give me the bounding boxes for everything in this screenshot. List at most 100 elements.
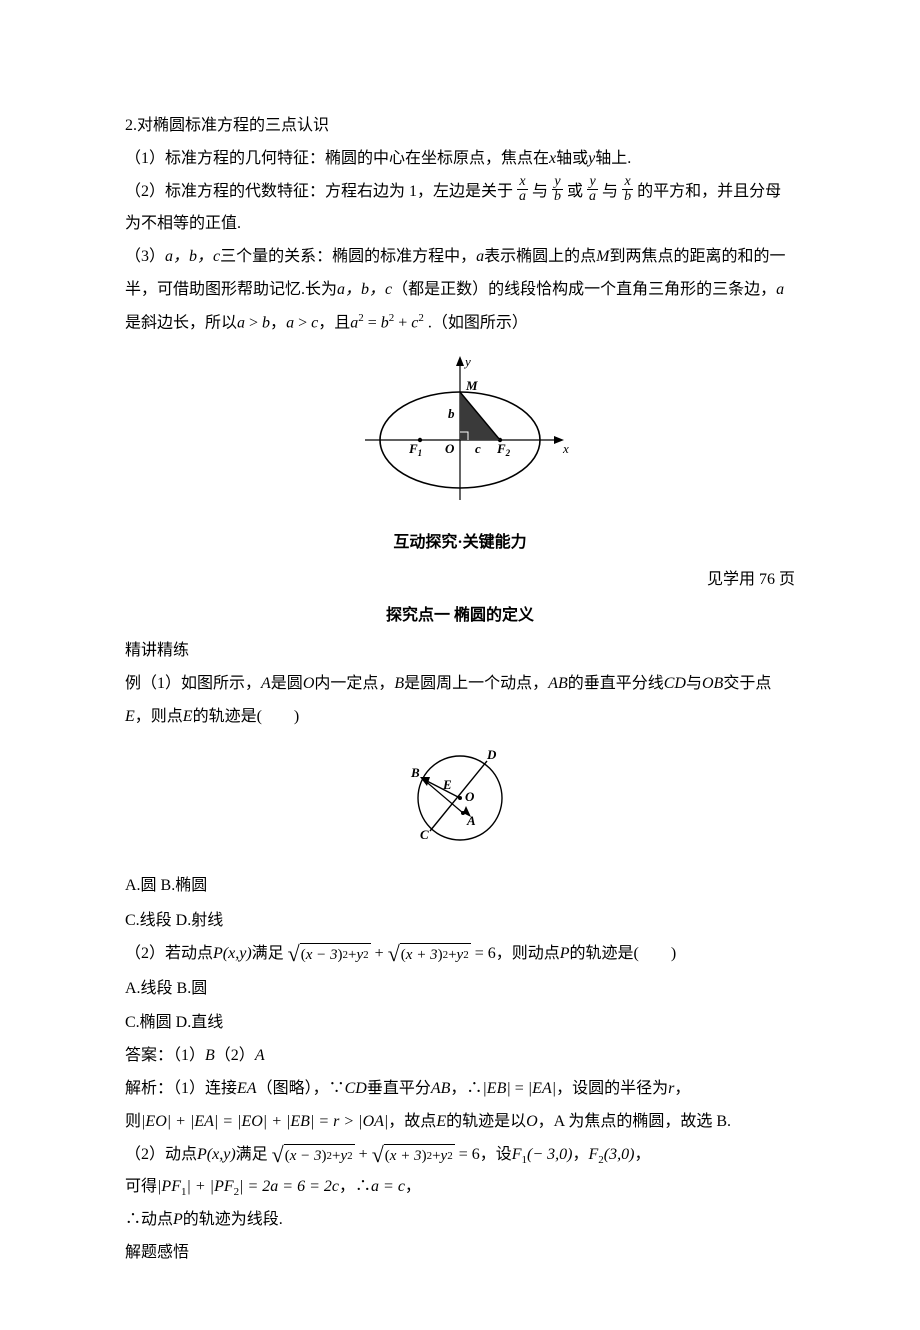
ineq2-l: a <box>286 314 294 331</box>
ex-E2: E <box>183 708 193 725</box>
p3-comma1: ， <box>270 314 286 331</box>
ex-B: B <box>394 675 404 692</box>
explain-1-line2: 则|EO| + |EA| = |EO| + |EB| = r > |OA|，故点… <box>125 1106 795 1139</box>
expl2-mid: 满足 <box>236 1146 268 1163</box>
ex-6: 交于点 <box>723 675 771 692</box>
opts1-row1: A.圆 B.椭圆 <box>125 870 795 903</box>
ex2-pre: （2）若动点 <box>125 945 213 962</box>
expl2-P: P <box>197 1146 207 1163</box>
frac-den: b <box>622 190 633 204</box>
explain-1-line1: 解析：（1）连接EA（图略），∵CD垂直平分AB，∴|EB| = |EA|，设圆… <box>125 1073 795 1106</box>
explain-2-line2: 可得|PF1| + |PF2| = 2a = 6 = 2c，∴a = c， <box>125 1171 795 1204</box>
ex-O: O <box>303 675 315 692</box>
ex-3: 是圆周上一个动点， <box>404 675 548 692</box>
opts2-row1: A.线段 B.圆 <box>125 973 795 1006</box>
lbl-O: O <box>445 441 455 456</box>
expl-5: ， <box>674 1080 690 1097</box>
frac-x-b: xb <box>622 175 633 204</box>
page-ref: 见学用 76 页 <box>125 564 795 597</box>
ans-1: B <box>205 1047 215 1064</box>
expl3-m1: | + |PF <box>186 1178 233 1195</box>
reflection-label: 解题感悟 <box>125 1237 795 1270</box>
frac-num: x <box>622 175 633 190</box>
expl-label: 解析：（1）连接 <box>125 1080 237 1097</box>
expl2-F2: F <box>589 1146 599 1163</box>
lbl-E: E <box>442 777 452 792</box>
opts2-a: A.线段 B.圆 <box>125 980 207 997</box>
lbl-D: D <box>486 747 497 762</box>
lecture-label: 精讲精练 <box>125 635 795 668</box>
opts2-c: C.椭圆 D.直线 <box>125 1014 223 1031</box>
expl-l2-post2: ，A 为焦点的椭圆，故选 B. <box>538 1113 731 1130</box>
lbl-C: C <box>420 827 429 842</box>
expl-sum1: |EO| + |EA| = |EO| + |EB| = r > |OA| <box>141 1113 388 1130</box>
opts1-row2: C.线段 D.射线 <box>125 905 795 938</box>
concl-pre: ∴动点 <box>125 1211 173 1228</box>
figure-ellipse: y x M a b O c F1 F2 <box>125 350 795 523</box>
expl2-comma: ， <box>572 1146 588 1163</box>
expl-1: （图略），∵ <box>257 1080 345 1097</box>
ex-5: 与 <box>686 675 702 692</box>
p1-pre: （1）标准方程的几何特征：椭圆的中心在坐标原点，焦点在 <box>125 150 549 167</box>
expl-l2-mid: ，故点 <box>388 1113 436 1130</box>
p3-abc: a，b，c <box>165 248 220 265</box>
lbl-a: a <box>486 401 493 416</box>
ex-1: 是圆 <box>271 675 303 692</box>
heading-2: 2.对椭圆标准方程的三点认识 <box>125 110 795 143</box>
expl3-end: ， <box>405 1178 421 1195</box>
p3-abc2: a，b，c <box>337 281 392 298</box>
ex-AB: AB <box>548 675 568 692</box>
topic-title-text: 探究点一 椭圆的定义 <box>386 607 534 624</box>
frac-x-a: xa <box>517 175 528 204</box>
ex-pre: 例（1）如图所示， <box>125 675 261 692</box>
expl2-F2c: (3,0) <box>604 1146 635 1163</box>
sq: 2 <box>358 312 364 324</box>
ex-4: 的垂直平分线 <box>568 675 664 692</box>
p1-mid: 轴或 <box>556 150 588 167</box>
expl-4: ，设圆的半径为 <box>556 1080 668 1097</box>
ex2-m2: ，则动点 <box>496 945 560 962</box>
expl-EA2: |EA| <box>528 1080 556 1097</box>
ex2-xy: (x,y) <box>223 945 252 962</box>
expl-AB: AB <box>431 1080 451 1097</box>
lbl-b: b <box>448 406 455 421</box>
example-1-stem: 例（1）如图所示，A是圆O内一定点，B是圆周上一个动点，AB的垂直平分线CD与O… <box>125 668 795 734</box>
p3-and: ，且 <box>318 314 350 331</box>
p3-c: 表示椭圆上的点 <box>484 248 596 265</box>
expl-CD: CD <box>345 1080 367 1097</box>
lbl-F2: F2 <box>496 441 511 458</box>
para-1: （1）标准方程的几何特征：椭圆的中心在坐标原点，焦点在x轴或y轴上. <box>125 143 795 176</box>
ineq1-r: b <box>262 314 270 331</box>
expl3-m2: | = 2a = 6 = 2c <box>239 1178 339 1195</box>
expl3-sum: |PF <box>157 1178 181 1195</box>
rad-x2: x + 3 <box>406 948 438 963</box>
topic-title: 探究点一 椭圆的定义 <box>125 600 795 633</box>
frac-num: y <box>587 175 598 190</box>
ex-A: A <box>261 675 271 692</box>
eq-b: b <box>381 314 389 331</box>
lbl-x: x <box>562 441 569 456</box>
expl-O: O <box>526 1113 538 1130</box>
sqrt-2: √(x + 3)2 + y2 <box>388 943 471 965</box>
p3-aa: a <box>476 248 484 265</box>
p3-M: M <box>596 248 609 265</box>
p2-pre: （2）标准方程的代数特征：方程右边为 1，左边是关于 <box>125 183 513 200</box>
lecture-label-text: 精讲精练 <box>125 642 189 659</box>
section-title: 互动探究·关键能力 <box>125 527 795 560</box>
frac-den: b <box>552 190 563 204</box>
conclusion: ∴动点P的轨迹为线段. <box>125 1204 795 1237</box>
opts2-row2: C.椭圆 D.直线 <box>125 1007 795 1040</box>
para-3: （3）a，b，c三个量的关系：椭圆的标准方程中，a表示椭圆上的点M到两焦点的距离… <box>125 241 795 340</box>
expl-3: ，∴ <box>450 1080 482 1097</box>
lbl-M: M <box>465 378 478 393</box>
opts1-a: A.圆 B.椭圆 <box>125 877 207 894</box>
expl-l2-pre: 则 <box>125 1113 141 1130</box>
expl2-xy: (x,y) <box>207 1146 236 1163</box>
figure-circle: D B E O C A <box>125 743 795 866</box>
ex-8: 的轨迹是( ) <box>193 708 300 725</box>
concl-P: P <box>173 1211 183 1228</box>
ex-E: E <box>125 708 135 725</box>
sq: 2 <box>389 312 395 324</box>
p3-b: 三个量的关系：椭圆的标准方程中， <box>220 248 476 265</box>
p3-a2: a <box>776 281 784 298</box>
